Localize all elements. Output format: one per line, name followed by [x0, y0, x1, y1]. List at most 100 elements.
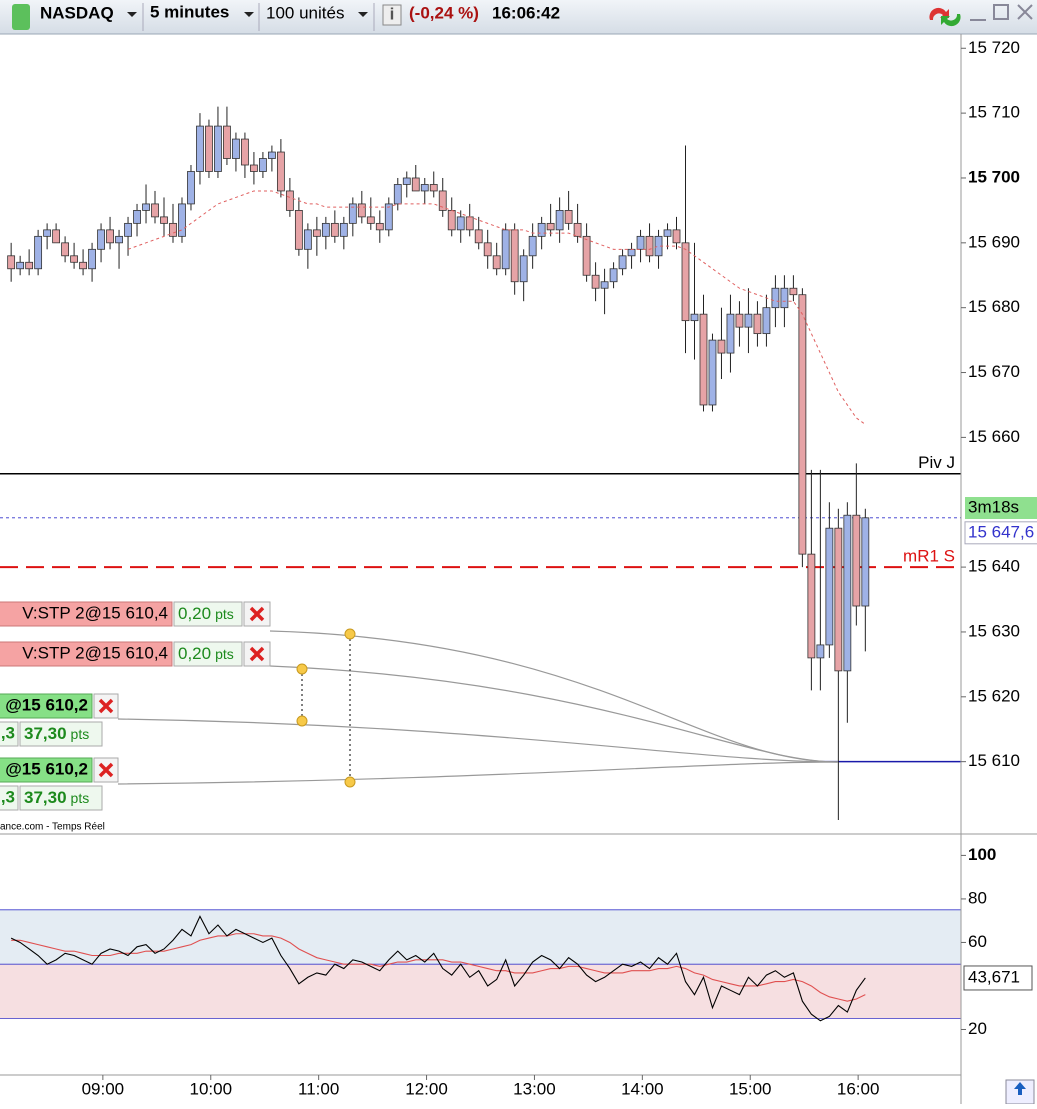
period[interactable]: 5 minutes	[150, 2, 229, 21]
x-tick-label: 16:00	[837, 1079, 880, 1098]
points: 0,20	[178, 644, 211, 663]
order-pnl: 0,20 pts	[178, 604, 234, 623]
candle-body	[456, 216, 465, 231]
candle-body	[43, 229, 52, 237]
candle-body	[303, 229, 312, 250]
candle-body	[169, 222, 177, 237]
candle-body	[250, 164, 258, 172]
candle-body	[115, 235, 123, 244]
order-pnl-box	[173, 601, 243, 627]
order-pnl: 37,30 pts	[24, 788, 89, 807]
unit: pts	[215, 606, 234, 622]
candle-body	[187, 171, 195, 205]
candle-body	[771, 287, 780, 309]
info-icon[interactable]	[382, 4, 402, 26]
candle-body	[366, 216, 375, 224]
order-curve	[269, 665, 839, 763]
toolbar	[0, 0, 1037, 34]
candle-body	[492, 255, 501, 270]
candle-body	[852, 514, 861, 607]
x-tick-label: 15:00	[729, 1079, 772, 1098]
order-pnl-box	[173, 641, 243, 667]
candle-body	[384, 203, 393, 231]
instrument[interactable]: NASDAQ	[40, 3, 114, 22]
candle-body	[429, 184, 438, 192]
dropdown[interactable]	[358, 12, 368, 17]
cancel-icon[interactable]	[249, 606, 265, 622]
candle-body	[357, 203, 366, 218]
candle-body	[160, 216, 168, 224]
order-curve	[117, 761, 839, 785]
rsi-panel	[0, 909, 961, 1022]
y-tick-label: 15 700	[968, 167, 1020, 186]
refresh-icon[interactable]	[941, 14, 961, 27]
handle[interactable]	[296, 715, 308, 727]
candle-body	[411, 177, 420, 192]
close[interactable]	[1017, 4, 1033, 20]
candle-body	[636, 235, 645, 250]
candle-body	[726, 313, 735, 354]
candle-body	[645, 235, 654, 257]
dropdown[interactable]	[127, 12, 137, 17]
cancel-icon[interactable]	[98, 762, 114, 778]
maximize[interactable]	[993, 4, 1009, 20]
candle-body	[88, 248, 96, 270]
candle-body	[241, 138, 249, 166]
candle-body	[106, 229, 114, 244]
last-price: 15 647,6	[968, 522, 1034, 541]
candle-body	[483, 242, 492, 257]
candle-body	[537, 222, 546, 237]
candle-body	[438, 190, 447, 211]
level-label: Piv J	[918, 453, 955, 472]
dropdown[interactable]	[244, 12, 254, 17]
qty-box	[0, 721, 19, 747]
cancel-icon[interactable]	[249, 646, 265, 662]
order-curve	[269, 630, 839, 763]
unit: pts	[71, 726, 90, 742]
x-tick-label: 12:00	[405, 1079, 448, 1098]
candle-body	[528, 235, 537, 257]
y-tick-label: 15 690	[968, 232, 1020, 251]
footer: ance.com - Temps Réel	[0, 822, 105, 833]
candle-body	[276, 151, 285, 192]
handle[interactable]	[296, 663, 308, 675]
candle-body	[825, 527, 834, 646]
candle-body	[681, 242, 690, 322]
points: 37,30	[24, 788, 67, 807]
order-pnl-box	[19, 721, 103, 747]
y-tick-label: 15 640	[968, 557, 1020, 576]
rsi-value: 43,671	[968, 967, 1020, 986]
link-icon[interactable]	[12, 4, 30, 30]
candle-body	[402, 177, 411, 185]
size[interactable]: 100 unités	[266, 3, 344, 22]
order-label	[0, 601, 173, 627]
change: (-0,24 %)	[409, 3, 479, 22]
candle-body	[259, 158, 267, 172]
y-tick-label: 15 620	[968, 686, 1020, 705]
candle-body	[34, 235, 43, 270]
candle-body	[178, 203, 186, 237]
candle-body	[591, 274, 600, 289]
candle-body	[339, 222, 348, 237]
candle-body	[789, 287, 798, 296]
rsi-band	[0, 964, 961, 1019]
candle-body	[232, 138, 240, 159]
candle-body	[196, 125, 204, 172]
candle-body	[61, 242, 69, 257]
order-pnl-box	[19, 785, 103, 811]
countdown: 3m18s	[968, 497, 1019, 516]
candle-body	[330, 222, 339, 237]
candle-body	[420, 184, 429, 192]
unit: pts	[71, 790, 90, 806]
candle-body	[735, 313, 744, 328]
qty: ,3	[1, 723, 15, 742]
candle-body	[70, 255, 78, 263]
cancel-icon[interactable]	[98, 698, 114, 714]
order-pnl: 0,20 pts	[178, 644, 234, 663]
handle[interactable]	[344, 776, 356, 788]
candle-body	[609, 268, 618, 283]
qty: ,3	[1, 787, 15, 806]
candle-body	[501, 229, 510, 270]
handle[interactable]	[344, 628, 356, 640]
